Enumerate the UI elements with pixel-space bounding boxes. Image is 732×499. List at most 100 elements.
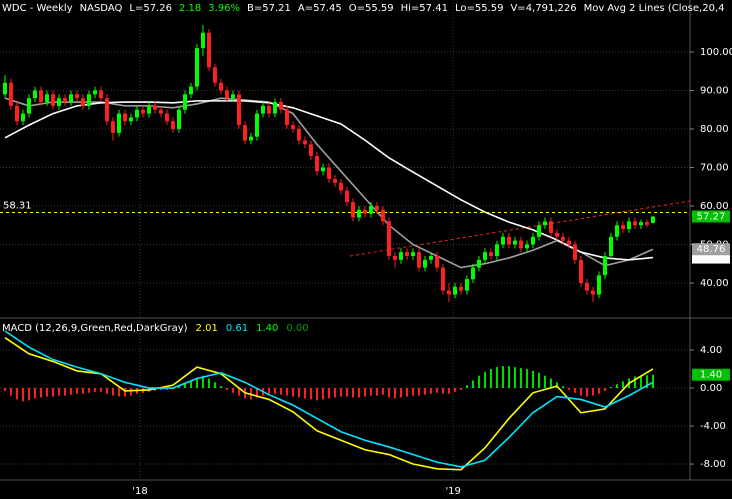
header-field: A=57.45 xyxy=(298,3,342,14)
histogram-bar xyxy=(363,388,366,397)
candle-body xyxy=(368,205,373,214)
header: WDC - Weekly NASDAQ L=57.26 2.18 3.96% B=57.2… xyxy=(2,3,725,14)
histogram-bar xyxy=(15,388,18,400)
histogram-bar xyxy=(9,388,12,396)
histogram-bar xyxy=(351,388,354,398)
histogram-bar xyxy=(285,388,288,396)
candle-body xyxy=(116,113,121,133)
histogram-bar xyxy=(39,388,42,398)
histogram-bar xyxy=(33,388,36,399)
y-tick-label: -8.00 xyxy=(700,459,726,470)
histogram-bar xyxy=(567,388,570,390)
histogram-bar xyxy=(579,388,582,396)
histogram-bar xyxy=(123,388,126,397)
candle-body xyxy=(470,267,475,280)
candle-body xyxy=(200,32,205,49)
candle-body xyxy=(542,221,547,226)
candle-body xyxy=(32,90,37,99)
candle-body xyxy=(122,113,127,122)
candle-body xyxy=(68,94,73,103)
candle-body xyxy=(344,190,349,203)
candle-body xyxy=(14,105,19,122)
candle-body xyxy=(332,179,337,183)
candle-body xyxy=(80,98,85,106)
x-tick-label: '19 xyxy=(445,486,460,497)
header-field: O=55.59 xyxy=(349,3,394,14)
histogram-bar xyxy=(585,388,588,397)
histogram-bar xyxy=(495,367,498,389)
histogram-bar xyxy=(519,368,522,389)
header-field: 2.18 xyxy=(179,3,201,14)
candle-body xyxy=(248,136,253,141)
header-field: NASDAQ xyxy=(80,3,123,14)
candle-body xyxy=(380,209,385,222)
candle-body xyxy=(128,117,133,122)
candle-body xyxy=(518,240,523,249)
candle-body xyxy=(320,167,325,172)
candle-body xyxy=(212,67,217,83)
histogram-bar xyxy=(183,383,186,389)
histogram-bar xyxy=(393,388,396,399)
candle-body xyxy=(2,82,7,95)
candle-body xyxy=(638,222,643,226)
histogram-bar xyxy=(459,388,462,390)
histogram-bar xyxy=(525,369,528,389)
candle-body xyxy=(596,275,601,295)
histogram-bar xyxy=(411,388,414,396)
macd-title: MACD (12,26,9,Green,Red,DarkGray) xyxy=(2,323,188,334)
candle-body xyxy=(182,94,187,110)
header-field: 3.96% xyxy=(208,3,240,14)
candle-body xyxy=(110,121,115,133)
histogram-bar xyxy=(507,366,510,389)
candle-body xyxy=(170,121,175,129)
macd-reading: 0.61 xyxy=(226,323,248,334)
candle-body xyxy=(86,94,91,106)
candle-body xyxy=(38,90,43,103)
line-series xyxy=(4,337,654,471)
candle-body xyxy=(134,109,139,118)
histogram-bar xyxy=(345,388,348,397)
price-tag-label: 48.76 xyxy=(697,244,726,255)
histogram-bar xyxy=(327,388,330,399)
candle-body xyxy=(428,256,433,260)
histogram-bar xyxy=(489,369,492,389)
histogram-bar xyxy=(453,388,456,392)
histogram-bar xyxy=(555,382,558,389)
line-series xyxy=(4,100,654,261)
histogram-bar xyxy=(501,366,504,389)
histogram-bar xyxy=(273,388,276,394)
candle-body xyxy=(236,94,241,126)
histogram-bar xyxy=(291,388,294,397)
candle-body xyxy=(566,240,571,245)
y-tick-label: -4.00 xyxy=(700,421,726,432)
histogram-bar xyxy=(537,372,540,389)
candle-body xyxy=(386,221,391,257)
histogram-bar xyxy=(129,388,132,396)
candle-body xyxy=(26,98,31,114)
candle-body xyxy=(440,267,445,291)
histogram-bar xyxy=(405,388,408,397)
candle-body xyxy=(554,232,559,237)
histogram-bar xyxy=(111,388,114,396)
candle-body xyxy=(20,113,25,122)
candle-body xyxy=(602,256,607,276)
histogram-bar xyxy=(369,388,372,396)
histogram-bar xyxy=(573,388,576,393)
candle-body xyxy=(530,236,535,245)
header-field: L=57.26 xyxy=(129,3,172,14)
histogram-bar xyxy=(255,388,258,398)
candle-body xyxy=(584,282,589,291)
candle-body xyxy=(308,144,313,156)
candle-body xyxy=(356,209,361,218)
candle-body xyxy=(230,94,235,99)
candle-body xyxy=(422,259,427,268)
candle-body xyxy=(434,256,439,268)
candle-body xyxy=(500,236,505,245)
histogram-bar xyxy=(651,374,654,389)
candle-body xyxy=(260,105,265,114)
histogram-bar xyxy=(417,388,420,396)
candle-body xyxy=(476,259,481,268)
histogram-bar xyxy=(87,388,90,393)
histogram-bar xyxy=(117,388,120,397)
